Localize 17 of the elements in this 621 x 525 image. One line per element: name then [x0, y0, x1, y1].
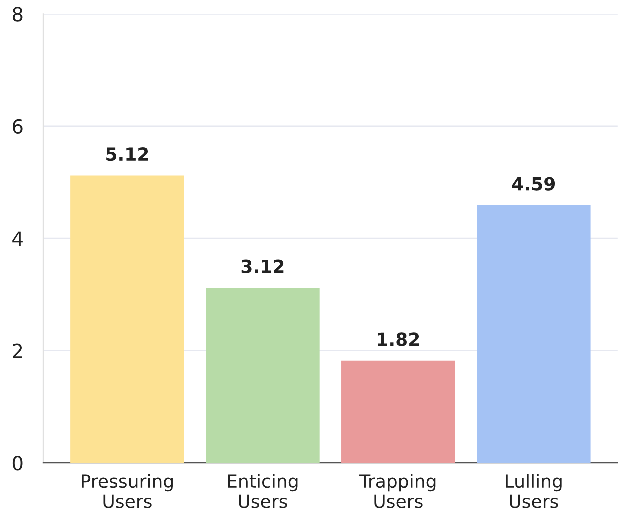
- x-tick-label: Enticing Users: [228, 474, 298, 508]
- bar: [477, 206, 591, 464]
- y-tick-label: 4: [12, 232, 23, 246]
- bar: [70, 176, 184, 464]
- x-tick-label: Lulling Users: [506, 474, 562, 508]
- bar: [206, 288, 320, 464]
- bar: [342, 360, 456, 464]
- data-label: 3.12: [242, 260, 284, 274]
- data-label: 5.12: [106, 148, 148, 162]
- y-tick-label: 6: [13, 119, 23, 134]
- data-label: 4.59: [512, 177, 556, 191]
- data-label: 1.82: [378, 332, 420, 346]
- x-tick-label: Pressuring Users: [82, 474, 173, 508]
- y-tick-label: 0: [12, 456, 23, 471]
- y-tick-label: 8: [12, 7, 23, 22]
- x-tick-label: Trapping Users: [360, 474, 436, 508]
- y-tick-label: 2: [13, 344, 22, 358]
